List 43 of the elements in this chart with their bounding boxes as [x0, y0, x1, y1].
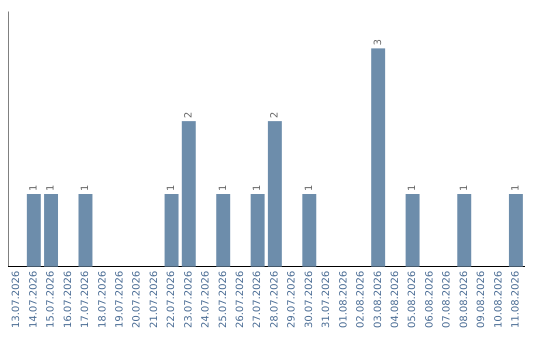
- data-label: 1: [510, 184, 522, 191]
- data-label: 3: [372, 39, 384, 46]
- x-tick-label: 08.08.2026: [458, 270, 470, 328]
- x-tick-label: 03.08.2026: [372, 270, 384, 328]
- x-tick-label: 14.07.2026: [28, 270, 40, 328]
- data-label: 1: [252, 184, 264, 191]
- data-label: 2: [269, 112, 280, 118]
- x-tick-label: 11.08.2026: [510, 270, 522, 328]
- x-tick-label: 05.08.2026: [407, 270, 418, 328]
- x-tick-label: 09.08.2026: [476, 270, 488, 328]
- x-tick-label: 29.07.2026: [286, 270, 298, 328]
- x-tick-label: 25.07.2026: [218, 270, 229, 328]
- x-tick-label: 20.07.2026: [132, 270, 143, 328]
- x-tick-label: 02.08.2026: [356, 270, 367, 328]
- x-tick-label: 27.07.2026: [252, 270, 264, 328]
- x-tick-label: 21.07.2026: [148, 270, 160, 328]
- data-label: 2: [183, 112, 194, 118]
- x-tick-label: 04.08.2026: [390, 270, 401, 328]
- data-label: 1: [304, 184, 315, 191]
- x-tick-label: 28.07.2026: [269, 270, 280, 328]
- x-tick-label: 22.07.2026: [166, 270, 178, 328]
- x-tick-label: 24.07.2026: [200, 270, 212, 328]
- data-label: 1: [28, 184, 40, 191]
- x-tick-label: 16.07.2026: [62, 270, 74, 328]
- data-label: 1: [46, 184, 57, 191]
- data-label: 1: [80, 184, 92, 191]
- data-label: 1: [166, 184, 178, 191]
- x-tick-label: 18.07.2026: [97, 270, 108, 328]
- x-tick-label: 13.07.2026: [11, 270, 22, 328]
- x-tick-label: 30.07.2026: [304, 270, 315, 328]
- data-label: 1: [458, 184, 470, 191]
- x-tick-label: 26.07.2026: [235, 270, 246, 328]
- x-tick-label: 07.08.2026: [442, 270, 453, 328]
- x-tick-label: 31.07.2026: [321, 270, 332, 328]
- x-tick-label: 01.08.2026: [338, 270, 350, 328]
- x-tick-label: 17.07.2026: [80, 270, 92, 328]
- x-tick-label: 06.08.2026: [424, 270, 436, 328]
- data-label: 1: [218, 184, 229, 191]
- data-label: 1: [407, 184, 418, 191]
- x-tick-label: 19.07.2026: [114, 270, 126, 328]
- x-tick-label: 10.08.2026: [493, 270, 504, 328]
- x-tick-label: 23.07.2026: [183, 270, 194, 328]
- x-tick-label: 15.07.2026: [46, 270, 57, 328]
